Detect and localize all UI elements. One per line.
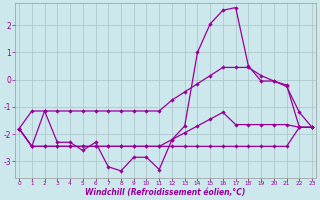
X-axis label: Windchill (Refroidissement éolien,°C): Windchill (Refroidissement éolien,°C) xyxy=(85,188,246,197)
